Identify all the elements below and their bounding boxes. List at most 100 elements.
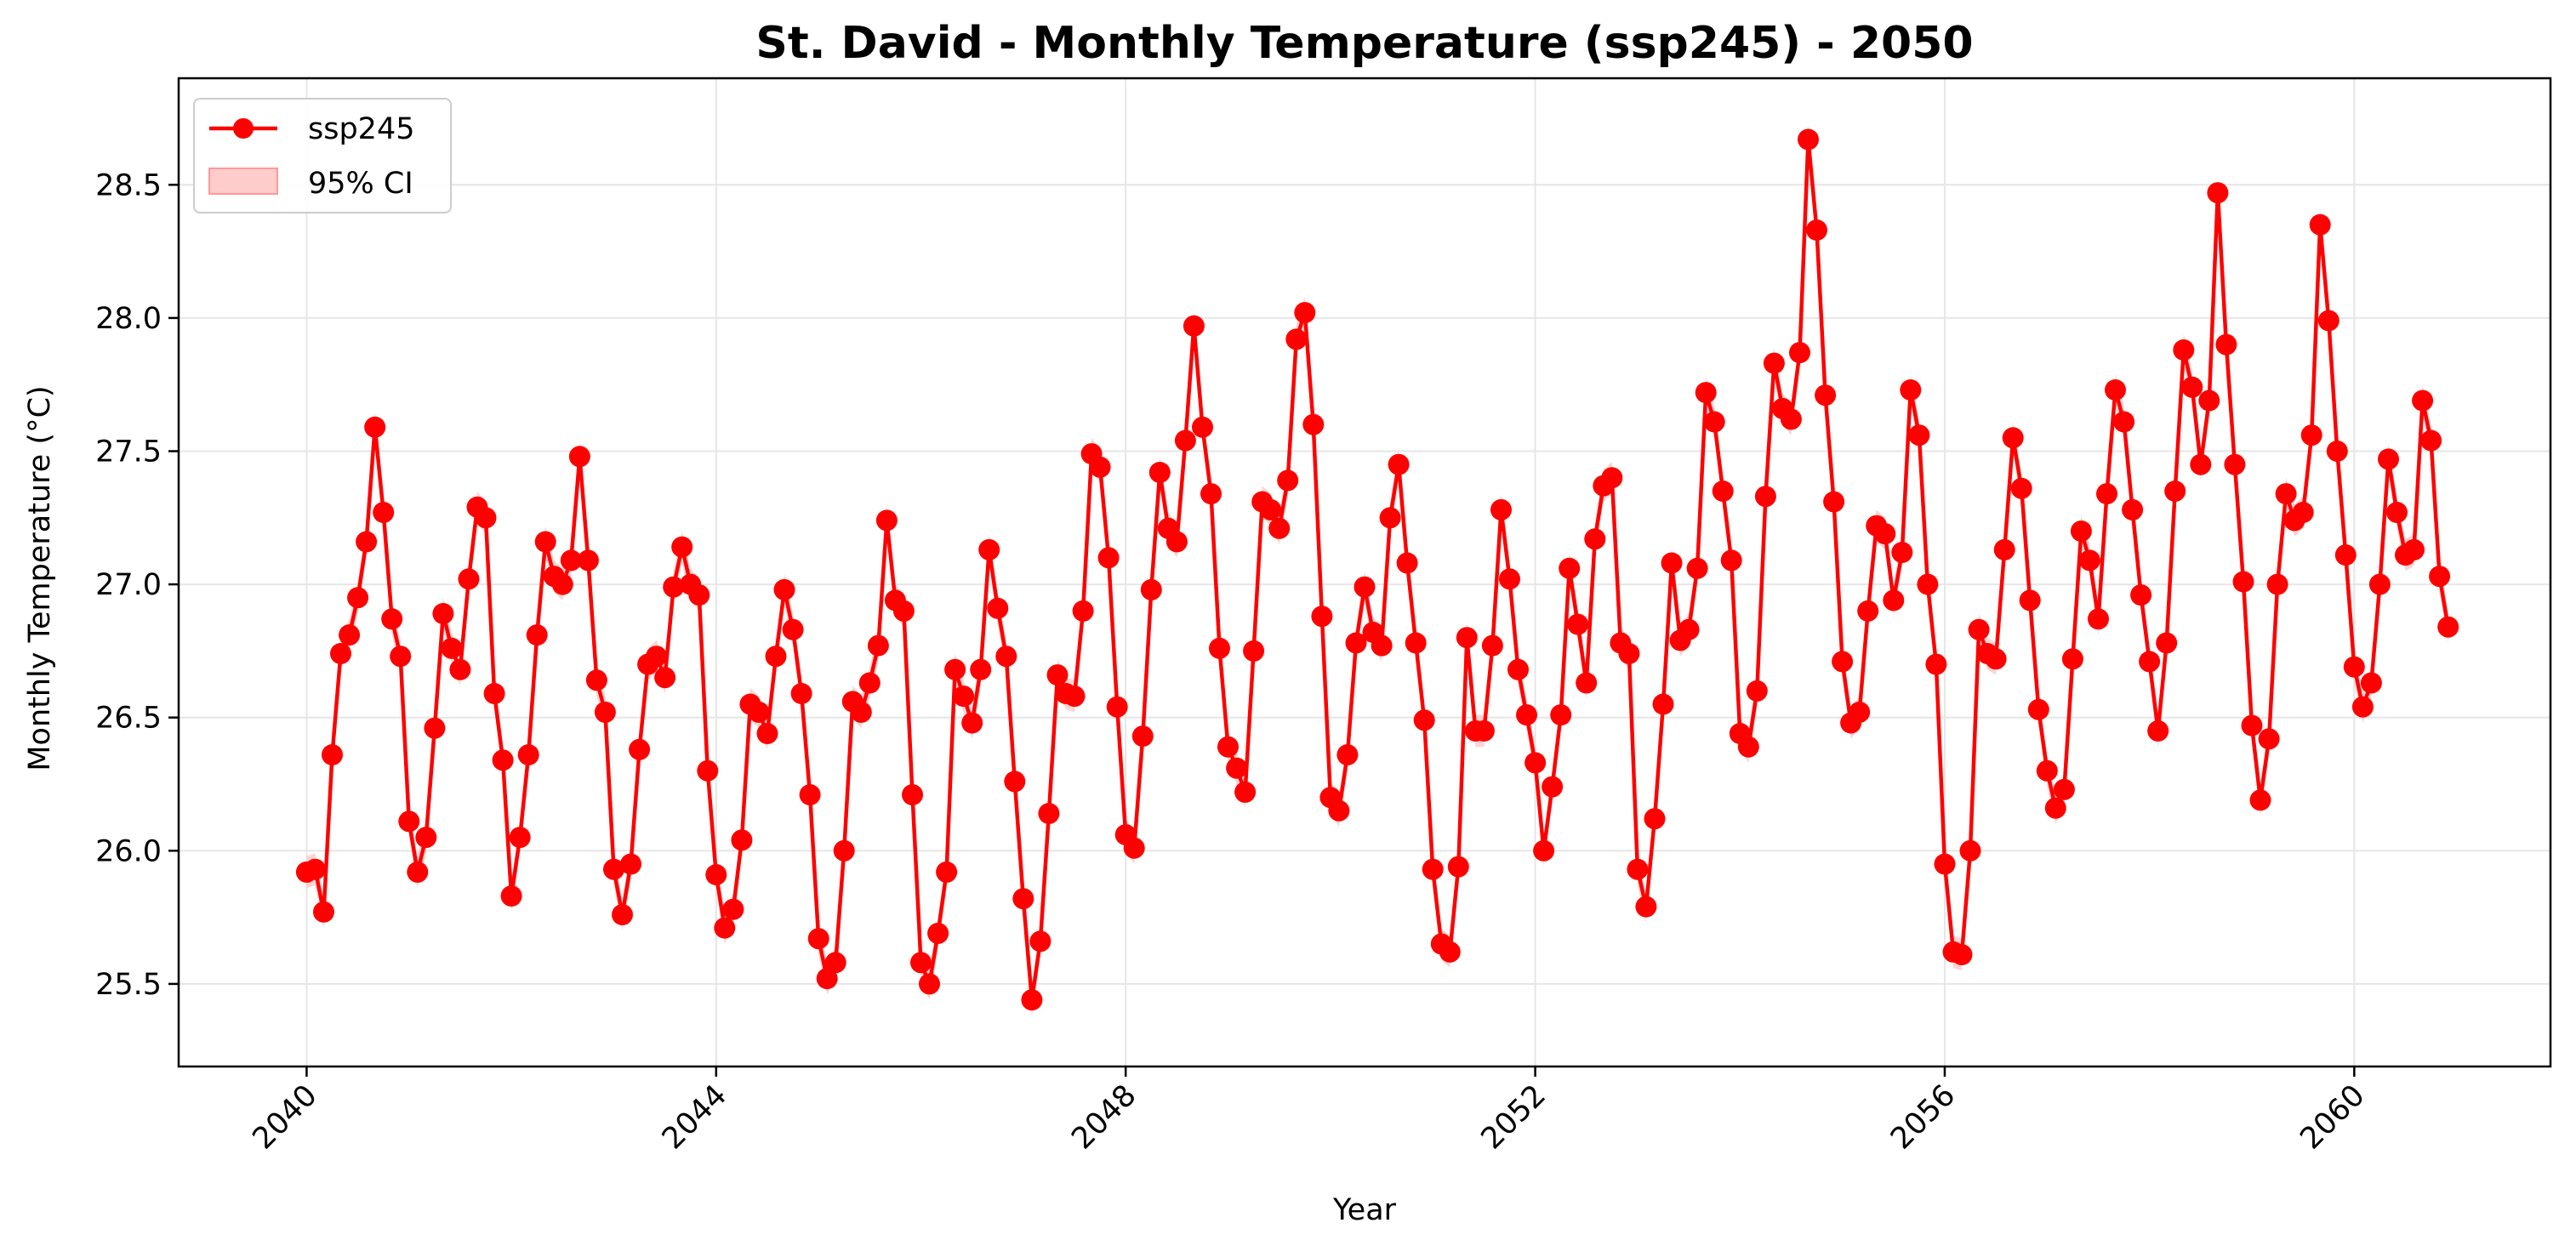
data-point — [2156, 632, 2178, 654]
data-point — [1883, 589, 1905, 611]
data-point — [1737, 736, 1759, 758]
data-point — [1311, 606, 1333, 628]
data-point — [1012, 888, 1034, 910]
data-point — [2190, 453, 2212, 475]
data-point — [1917, 573, 1939, 595]
data-point — [654, 667, 676, 689]
data-point — [697, 759, 719, 782]
data-point — [509, 827, 531, 849]
data-point — [2053, 778, 2075, 800]
data-point — [313, 901, 334, 923]
data-point — [1354, 576, 1376, 598]
data-point — [714, 917, 736, 939]
data-point — [936, 861, 958, 883]
data-point — [475, 507, 497, 529]
data-point — [1072, 600, 1094, 622]
data-point — [1951, 944, 1973, 965]
y-tick-label: 25.5 — [95, 968, 162, 1002]
data-point — [1209, 637, 1230, 659]
data-point — [2317, 310, 2339, 332]
legend-entry-ci: 95% CI — [308, 167, 413, 201]
data-point — [551, 573, 573, 595]
data-point — [1798, 128, 1819, 151]
data-point — [1200, 483, 1222, 505]
data-point — [2241, 714, 2263, 737]
x-axis-label: Year — [1332, 1193, 1397, 1227]
data-point — [1328, 799, 1350, 822]
data-point — [902, 784, 923, 805]
x-tick-label: 2044 — [656, 1078, 733, 1156]
data-point — [1703, 411, 1725, 433]
data-point — [2130, 584, 2152, 606]
data-point — [2070, 520, 2092, 542]
data-point — [927, 922, 949, 944]
data-point — [2164, 481, 2186, 502]
data-point — [1490, 498, 1512, 520]
data-point — [671, 536, 693, 558]
data-point — [2412, 390, 2434, 412]
data-point — [483, 683, 505, 704]
data-point — [2343, 656, 2365, 678]
data-point — [1507, 658, 1529, 680]
data-point — [1754, 486, 1776, 508]
data-point — [944, 658, 966, 680]
data-point — [1302, 413, 1325, 435]
data-point — [705, 864, 727, 885]
data-point — [867, 634, 889, 657]
data-point — [1388, 453, 1410, 475]
data-point — [612, 904, 633, 925]
data-point — [790, 683, 812, 704]
data-point — [1192, 416, 1213, 438]
data-point — [2232, 571, 2254, 593]
data-point — [2122, 498, 2144, 520]
data-point — [517, 744, 539, 765]
data-point — [1217, 736, 1239, 758]
data-point — [449, 658, 471, 680]
data-point — [381, 608, 403, 630]
data-point — [892, 600, 915, 622]
data-point — [2429, 566, 2451, 588]
data-point — [1422, 858, 1444, 880]
data-point — [1900, 379, 1922, 401]
data-point — [1874, 523, 1896, 545]
data-point — [534, 531, 556, 553]
data-point — [1123, 837, 1145, 859]
x-tick-label: 2052 — [1475, 1078, 1553, 1156]
data-point — [458, 568, 480, 590]
data-point — [577, 549, 599, 572]
y-tick-label: 28.0 — [95, 302, 162, 336]
data-point — [441, 637, 463, 659]
data-point — [373, 502, 395, 523]
data-point — [799, 784, 821, 805]
data-point — [2036, 759, 2058, 782]
x-tick-label: 2040 — [247, 1078, 324, 1156]
x-tick-label: 2048 — [1065, 1078, 1143, 1156]
data-point — [1780, 408, 1802, 430]
data-point — [2002, 427, 2024, 449]
y-tick-label: 27.0 — [95, 568, 162, 602]
data-point — [756, 723, 778, 744]
data-point — [2437, 616, 2459, 638]
data-point — [978, 538, 1000, 560]
data-point — [1268, 517, 1291, 539]
data-point — [2334, 544, 2357, 566]
data-point — [2027, 698, 2049, 720]
data-point — [347, 587, 369, 609]
data-point — [2351, 696, 2374, 718]
data-point — [1567, 613, 1589, 635]
data-point — [919, 973, 940, 995]
data-point — [2044, 797, 2066, 819]
data-point — [2360, 672, 2382, 694]
data-point — [1542, 776, 1564, 798]
data-point — [1148, 462, 1171, 483]
x-tick-label: 2060 — [2294, 1078, 2371, 1156]
x-tick-label: 2056 — [1884, 1078, 1962, 1156]
data-point — [2275, 483, 2297, 505]
data-point — [2088, 608, 2109, 630]
data-point — [1925, 653, 1947, 675]
data-point — [1336, 744, 1359, 765]
data-point — [2096, 483, 2117, 505]
plot-frame — [177, 77, 2552, 1068]
data-point — [1652, 693, 1674, 715]
